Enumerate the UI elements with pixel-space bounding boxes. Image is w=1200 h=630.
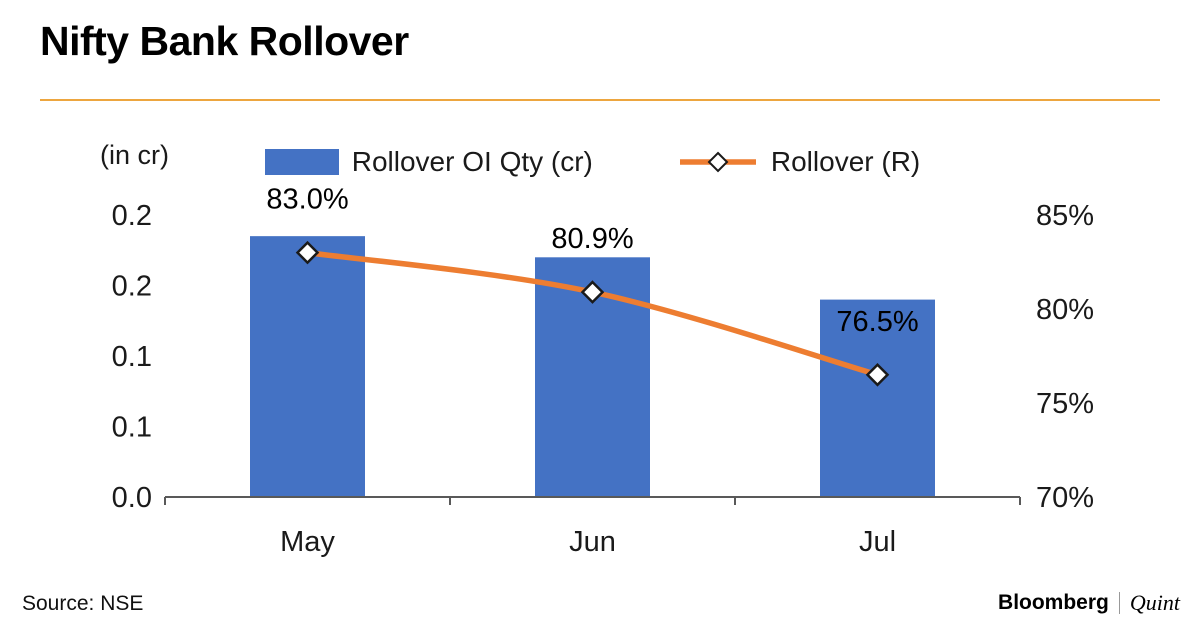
line-marker-diamond	[295, 240, 320, 265]
bar-legend-label: Rollover OI Qty (cr)	[351, 146, 593, 177]
page-title: Nifty Bank Rollover	[40, 18, 409, 64]
right-axis-tick-label: 85%	[1036, 200, 1094, 232]
bar-may	[250, 236, 365, 497]
bar-legend-swatch	[264, 149, 339, 175]
line-legend-label: Rollover (R)	[770, 146, 921, 177]
line-data-label: 80.9%	[551, 223, 633, 255]
quint-wordmark: Quint	[1129, 590, 1180, 615]
line-data-label: 83.0%	[266, 184, 348, 216]
left-axis-tick-label: 0.0	[112, 482, 152, 514]
right-axis-tick-label: 75%	[1036, 388, 1094, 420]
bloomberg-wordmark: Bloomberg	[998, 591, 1109, 614]
legend-line-marker	[707, 151, 729, 173]
left-axis-tick-label: 0.1	[112, 341, 152, 373]
bar-jul	[820, 299, 935, 497]
left-axis-tick-label: 0.2	[112, 200, 152, 232]
left-axis-tick-label: 0.2	[112, 271, 152, 303]
line-marker-diamond	[865, 363, 890, 387]
line-data-label: 76.5%	[836, 306, 918, 338]
line-marker-diamond	[580, 280, 605, 304]
legend-item-line: Rollover (R)	[678, 146, 920, 178]
bloombergquint-logo: Bloomberg Quint	[998, 590, 1180, 616]
right-axis-tick-label: 70%	[1036, 482, 1094, 514]
chart-legend: Rollover OI Qty (cr) Rollover (R)	[165, 146, 1020, 178]
x-axis-category-label: May	[280, 526, 335, 558]
legend-item-bar: Rollover OI Qty (cr)	[264, 146, 593, 178]
x-axis-category-label: Jul	[859, 526, 896, 558]
left-axis-unit-label: (in cr)	[100, 140, 169, 170]
source-note: Source: NSE	[22, 592, 144, 615]
brand-separator	[1118, 592, 1120, 614]
right-axis-tick-label: 80%	[1036, 294, 1094, 326]
title-underline	[40, 99, 1160, 101]
x-axis-category-label: Jun	[569, 526, 616, 558]
line-legend-swatch	[679, 151, 756, 173]
left-axis-tick-label: 0.1	[112, 412, 152, 444]
